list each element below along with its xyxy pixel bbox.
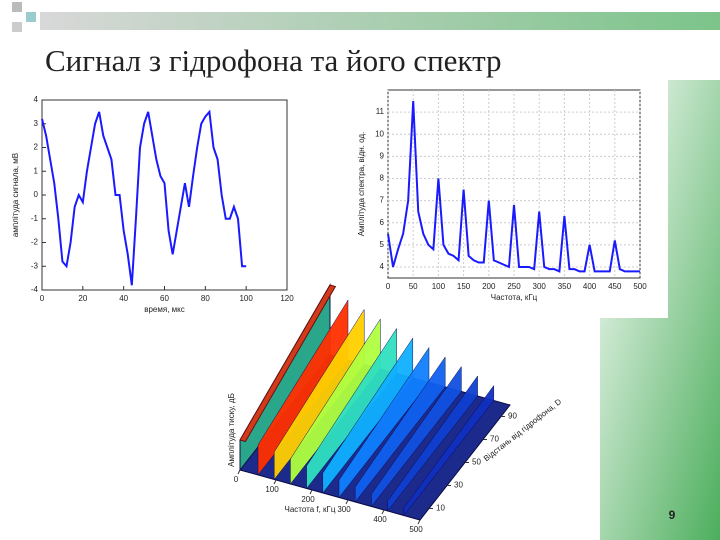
y-axis-label: Амплітуда спектра, відн. од.	[357, 132, 366, 237]
x-tick-label: 300	[533, 282, 547, 291]
surface-ridge	[371, 365, 462, 508]
y-tick-label: 10	[436, 504, 445, 513]
y-tick-label: -3	[31, 261, 39, 270]
y-tick-label: -1	[31, 214, 39, 223]
x-tick-label: 150	[457, 282, 471, 291]
deco-square	[26, 12, 36, 22]
x-tick-label: 400	[373, 515, 387, 524]
x-tick-label: 0	[386, 282, 391, 291]
surface-wall	[239, 284, 337, 443]
y-tick-label: 3	[34, 119, 39, 128]
x-tick-label: 0	[40, 294, 45, 303]
y-tick-label: 70	[490, 435, 499, 444]
x-tick-label: 20	[78, 294, 87, 303]
x-tick	[381, 509, 385, 515]
top-band	[40, 12, 720, 30]
x-tick-label: 40	[119, 294, 128, 303]
deco-square	[12, 22, 22, 32]
x-axis-label: Частота f, кГц	[285, 505, 336, 514]
surface-ridge	[338, 346, 430, 499]
x-tick	[345, 499, 349, 505]
x-axis-label: время, мкс	[144, 305, 185, 314]
y-tick-label: 90	[508, 412, 517, 421]
y-tick-label: 0	[34, 190, 39, 199]
x-tick-label: 350	[558, 282, 572, 291]
signal-line	[41, 109, 247, 286]
x-tick	[237, 469, 241, 475]
y-tick-label: -2	[31, 238, 39, 247]
y-tick-label: 30	[454, 481, 463, 490]
y-tick-label: 11	[376, 107, 385, 116]
y-tick-label: 1	[34, 166, 39, 175]
x-axis-label: Частота, кГц	[491, 293, 538, 302]
x-tick-label: 250	[507, 282, 521, 291]
x-tick-label: 100	[265, 485, 279, 494]
x-tick-label: 400	[583, 282, 597, 291]
y-tick-label: 4	[380, 262, 385, 271]
page-number: 9	[669, 508, 676, 522]
x-tick-label: 60	[160, 294, 169, 303]
y-tick-label: 5	[380, 240, 385, 249]
y-tick-label: 8	[380, 174, 385, 183]
x-tick-label: 200	[301, 495, 315, 504]
x-tick	[273, 479, 277, 485]
x-tick-label: 120	[280, 294, 294, 303]
x-tick-label: 500	[633, 282, 647, 291]
y-tick-label: 50	[472, 458, 481, 467]
signal-line	[387, 101, 640, 273]
y-tick-label: 9	[380, 151, 385, 160]
y-tick-label: 2	[34, 143, 39, 152]
surface-ridge	[387, 375, 478, 512]
x-tick-label: 100	[239, 294, 253, 303]
y-tick-label: 10	[375, 129, 384, 138]
z-axis-label: Амплітуда тиску, дБ	[227, 393, 236, 467]
x-tick-label: 450	[608, 282, 622, 291]
y-tick-label: 4	[34, 95, 39, 104]
y-tick-label: 7	[380, 196, 385, 205]
surface-ridge	[354, 356, 446, 503]
x-tick-label: 500	[409, 525, 423, 534]
x-tick	[309, 489, 313, 495]
y-tick-label: -4	[31, 285, 39, 294]
surface-ridge	[403, 384, 495, 517]
x-tick-label: 0	[234, 475, 239, 484]
x-tick-label: 100	[432, 282, 446, 291]
x-tick-label: 200	[482, 282, 496, 291]
x-tick-label: 50	[409, 282, 418, 291]
slide-title: Сигнал з гідрофона та його спектр	[45, 43, 502, 78]
x-tick-label: 300	[337, 505, 351, 514]
deco-square	[12, 2, 22, 12]
y-tick-label: 6	[380, 218, 385, 227]
x-tick-label: 80	[201, 294, 210, 303]
y-axis-label: амплітуда сигнала, мВ	[11, 153, 20, 237]
x-tick	[417, 519, 421, 525]
